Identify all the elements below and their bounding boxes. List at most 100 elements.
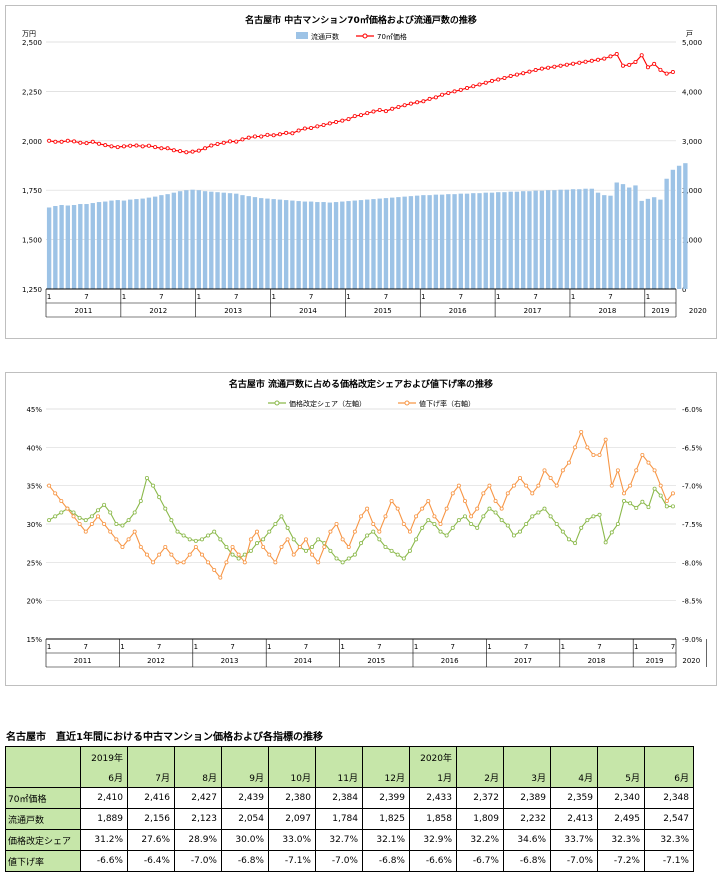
cut-point [157, 552, 162, 557]
listings-bar [221, 192, 226, 289]
price-point [620, 63, 625, 68]
listings-bar [53, 206, 58, 289]
table-cell: 32.9% [409, 829, 457, 851]
price-point [240, 137, 245, 142]
listings-bar [196, 190, 202, 289]
header-corner [5, 746, 81, 767]
share-point [328, 548, 333, 553]
header-year-cell [644, 746, 694, 767]
price-point [390, 106, 395, 111]
share-point [560, 529, 565, 534]
price-point [427, 96, 432, 101]
listings-bar [371, 199, 376, 289]
price-point [296, 128, 301, 133]
listings-bar [259, 198, 264, 289]
y-right-tick-label: -6.5% [682, 444, 703, 452]
price-point [502, 75, 507, 80]
table-title: 名古屋市 直近1年間における中古マンション価格および各指標の推移 [6, 732, 323, 743]
cut-point [316, 560, 321, 565]
share-point [493, 510, 498, 515]
listings-bar [103, 201, 108, 289]
listings-bar [383, 198, 389, 289]
share-cut-chart: 名古屋市 流通戸数に占める価格改定シェアおよび値下げ率の推移価格改定シェア（左軸… [26, 378, 707, 668]
share-point [175, 529, 180, 534]
listings-bar [321, 202, 326, 289]
listings-bar [365, 199, 370, 289]
table-cell: 32.7% [315, 829, 363, 851]
listings-bar [115, 200, 120, 289]
x-year-label: 2020 [689, 307, 707, 315]
share-point [83, 518, 88, 523]
share-point [346, 556, 351, 561]
share-point [505, 523, 510, 528]
listings-bar [408, 196, 414, 289]
listings-bar [683, 163, 688, 289]
price-point [383, 109, 388, 114]
listings-bar [71, 205, 77, 289]
x-month-tick-label: 1 [194, 643, 198, 651]
share-point [603, 540, 608, 545]
header-month-cell: 5月 [597, 767, 645, 788]
share-point [206, 533, 211, 538]
table-cell: 2,384 [315, 787, 363, 809]
price-point [128, 143, 133, 148]
cut-point [652, 468, 657, 473]
header-year-cell: 2020年 [409, 746, 457, 767]
cut-point [175, 560, 180, 565]
share-point [267, 529, 272, 534]
header-month-cell: 3月 [503, 767, 551, 788]
price-point [221, 140, 226, 145]
listings-bar [283, 200, 289, 289]
cut-point [395, 506, 400, 511]
price-point [121, 144, 126, 149]
x-month-tick-label: 7 [451, 643, 455, 651]
table-header-year-row: 2019年 2020年 [5, 746, 694, 767]
price-point [396, 105, 401, 110]
x-month-tick-label: 1 [267, 643, 271, 651]
table-cell: 2,547 [644, 808, 694, 830]
cut-point [218, 575, 223, 580]
header-year-cell [268, 746, 316, 767]
table-cell: 33.0% [268, 829, 316, 851]
table-cell: 2,389 [503, 787, 551, 809]
table-cell: 1,889 [80, 808, 128, 830]
price-point [489, 78, 494, 83]
table-cell: -7.0% [315, 850, 363, 872]
cut-point [401, 521, 406, 526]
x-month-tick-label: 7 [524, 643, 528, 651]
listings-bar [583, 188, 588, 289]
cut-point [285, 537, 290, 542]
cut-point [407, 529, 412, 534]
listings-bar [471, 193, 476, 289]
price-point [321, 122, 326, 127]
chart-title: 名古屋市 中古マンション70㎡価格および流通戸数の推移 [245, 14, 477, 26]
price-point [402, 103, 407, 108]
listings-bar [489, 192, 495, 289]
listings-bar [458, 193, 463, 289]
listings-bar [296, 201, 301, 289]
y-left-tick-label: 30% [26, 521, 42, 529]
header-month-cell: 11月 [315, 767, 363, 788]
price-point [552, 64, 557, 69]
price-point [527, 69, 532, 74]
x-month-tick-label: 7 [84, 293, 88, 301]
price-point [608, 54, 613, 59]
table-cell: 32.1% [362, 829, 410, 851]
table-cell: 2,439 [221, 787, 269, 809]
share-point [358, 541, 363, 546]
price-point [309, 125, 314, 130]
cut-point [181, 560, 186, 565]
share-point [126, 518, 131, 523]
share-point [462, 514, 467, 519]
share-point [230, 552, 235, 557]
price-point [645, 65, 650, 70]
table-cell: 2,416 [127, 787, 175, 809]
share-point [383, 544, 388, 549]
listings-bar [308, 201, 314, 289]
price-point [558, 63, 563, 68]
x-month-tick-label: 7 [671, 643, 675, 651]
cut-point [255, 529, 260, 534]
share-point [536, 510, 541, 515]
price-point [408, 101, 413, 106]
price-point [477, 82, 482, 87]
